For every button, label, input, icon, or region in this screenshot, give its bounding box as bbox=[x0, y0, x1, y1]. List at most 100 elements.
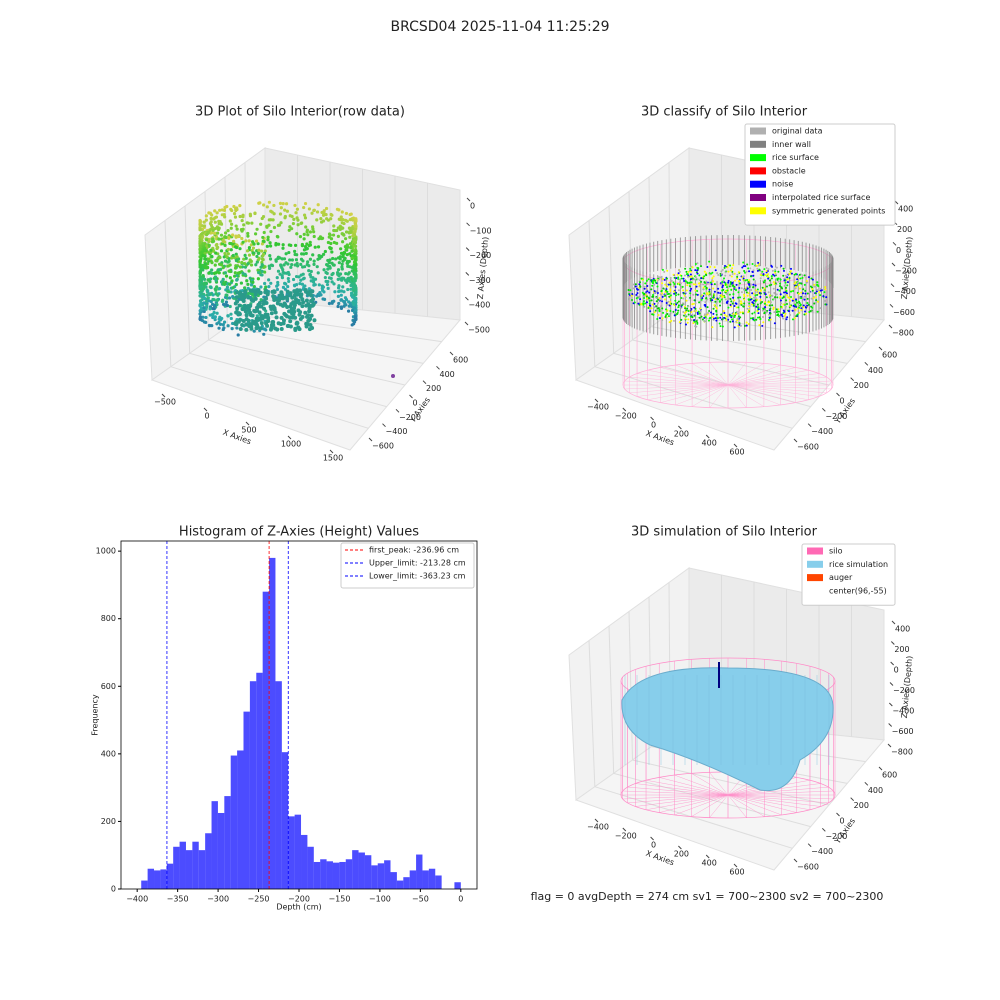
point bbox=[637, 302, 640, 305]
point bbox=[780, 286, 783, 289]
point bbox=[739, 311, 742, 314]
tick-mark bbox=[622, 407, 627, 412]
point bbox=[214, 271, 218, 275]
point bbox=[271, 218, 275, 222]
point bbox=[252, 329, 256, 333]
bar bbox=[147, 868, 155, 889]
pane-grid bbox=[651, 326, 848, 364]
point bbox=[234, 295, 239, 300]
tick-mark bbox=[203, 407, 208, 412]
point bbox=[755, 305, 758, 308]
point bbox=[307, 287, 311, 291]
point bbox=[325, 271, 329, 275]
point bbox=[315, 210, 320, 214]
point bbox=[642, 300, 645, 303]
point bbox=[346, 309, 351, 313]
tick-mark bbox=[733, 863, 738, 868]
point bbox=[299, 262, 303, 266]
point bbox=[760, 273, 763, 276]
tick-label: −400 bbox=[587, 823, 609, 832]
point bbox=[798, 282, 801, 285]
point bbox=[696, 266, 699, 269]
y-tick-label: 0 bbox=[111, 885, 116, 894]
point bbox=[646, 284, 649, 287]
point bbox=[198, 309, 202, 313]
point bbox=[655, 290, 658, 293]
point bbox=[785, 292, 788, 295]
point bbox=[352, 281, 356, 285]
point bbox=[633, 301, 636, 304]
point bbox=[631, 293, 634, 296]
point bbox=[741, 266, 744, 269]
point bbox=[704, 285, 707, 288]
point bbox=[667, 283, 670, 286]
point bbox=[234, 235, 238, 239]
point bbox=[299, 278, 303, 282]
point bbox=[644, 282, 647, 285]
point bbox=[772, 308, 775, 311]
point bbox=[230, 326, 234, 331]
chart-title: Histogram of Z-Axies (Height) Values bbox=[179, 525, 419, 540]
point bbox=[786, 294, 789, 297]
point bbox=[816, 300, 819, 303]
tick-mark bbox=[892, 241, 897, 246]
tick-mark bbox=[245, 421, 250, 426]
point bbox=[815, 296, 818, 299]
tick-label: 600 bbox=[882, 351, 897, 360]
point bbox=[675, 277, 678, 280]
point bbox=[279, 264, 283, 268]
point bbox=[321, 288, 325, 292]
wire bbox=[727, 362, 747, 386]
point bbox=[755, 264, 758, 267]
point bbox=[317, 256, 322, 260]
point bbox=[745, 324, 748, 327]
wire bbox=[691, 363, 729, 386]
point bbox=[262, 332, 266, 336]
point bbox=[761, 286, 764, 289]
point bbox=[725, 318, 728, 321]
point bbox=[730, 305, 733, 308]
pane-grid bbox=[594, 366, 793, 429]
point bbox=[700, 280, 703, 283]
point bbox=[244, 256, 248, 260]
point bbox=[702, 277, 705, 280]
point bbox=[756, 291, 759, 294]
tick-mark bbox=[678, 845, 682, 850]
point bbox=[803, 283, 806, 286]
tick-label: 0 bbox=[894, 666, 899, 675]
point bbox=[668, 304, 671, 307]
point bbox=[651, 281, 654, 284]
point bbox=[653, 311, 656, 314]
point bbox=[690, 310, 693, 313]
point bbox=[326, 286, 330, 290]
point bbox=[226, 247, 231, 252]
point bbox=[280, 275, 285, 280]
point bbox=[682, 277, 685, 280]
point bbox=[664, 289, 667, 292]
bar bbox=[275, 681, 282, 889]
point bbox=[685, 299, 688, 302]
point bbox=[798, 296, 801, 299]
point bbox=[803, 298, 806, 301]
point bbox=[779, 299, 782, 302]
point bbox=[313, 283, 317, 287]
point bbox=[763, 279, 766, 282]
point bbox=[205, 288, 209, 292]
point bbox=[779, 295, 782, 298]
point bbox=[322, 209, 326, 213]
point bbox=[234, 252, 238, 256]
point bbox=[737, 306, 740, 309]
point bbox=[215, 242, 219, 247]
point bbox=[222, 255, 226, 259]
point bbox=[230, 222, 234, 226]
point bbox=[733, 299, 736, 302]
point bbox=[656, 317, 659, 320]
point bbox=[673, 283, 676, 286]
point bbox=[755, 318, 758, 321]
point bbox=[272, 212, 276, 216]
point bbox=[647, 278, 650, 281]
legend-label: obstacle bbox=[772, 166, 806, 175]
tick-mark bbox=[864, 361, 869, 366]
point bbox=[206, 296, 210, 300]
point bbox=[210, 225, 215, 230]
